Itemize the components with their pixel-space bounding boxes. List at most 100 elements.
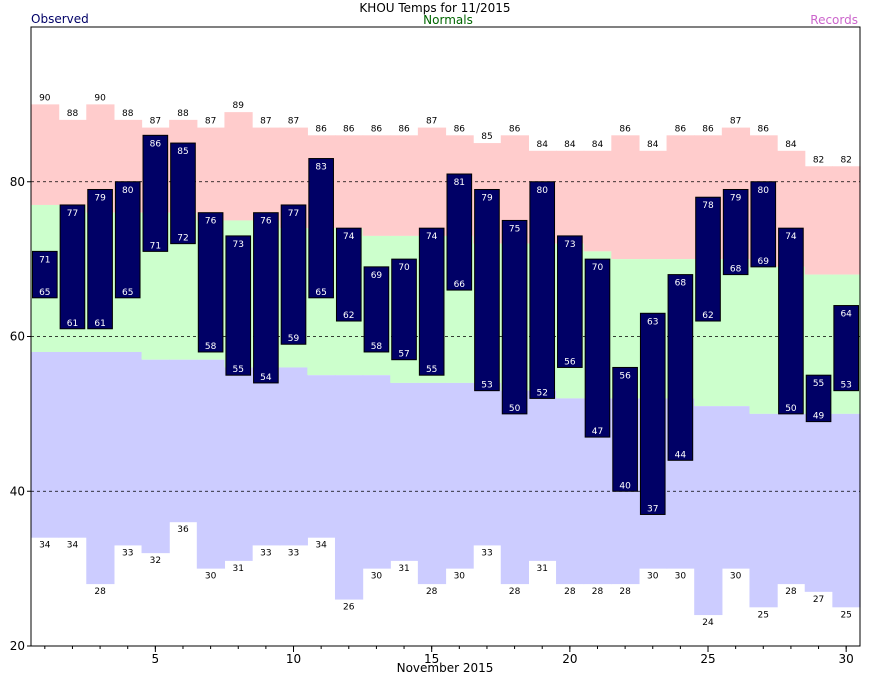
record-low-label: 34 bbox=[315, 541, 327, 551]
record-low-label: 30 bbox=[730, 572, 742, 582]
observed-low-label: 59 bbox=[288, 334, 300, 344]
observed-bar bbox=[584, 258, 611, 438]
observed-high-label: 83 bbox=[315, 163, 326, 173]
observed-high-label: 75 bbox=[509, 224, 520, 234]
observed-high-label: 77 bbox=[67, 209, 78, 219]
observed-high-label: 86 bbox=[150, 139, 162, 149]
record-high-band bbox=[224, 112, 253, 221]
observed-low-label: 55 bbox=[426, 365, 437, 375]
observed-bar bbox=[114, 181, 141, 299]
observed-bar bbox=[253, 212, 279, 384]
record-high-band bbox=[390, 135, 419, 236]
observed-high-label: 74 bbox=[426, 232, 438, 242]
record-high-label: 84 bbox=[536, 140, 548, 150]
observed-low-label: 58 bbox=[371, 342, 383, 352]
observed-high-label: 56 bbox=[619, 371, 631, 381]
observed-high-label: 74 bbox=[343, 232, 355, 242]
observed-low-label: 69 bbox=[758, 257, 770, 267]
record-high-label: 86 bbox=[398, 124, 410, 134]
observed-bar bbox=[778, 227, 804, 415]
observed-bar bbox=[335, 227, 362, 322]
record-low-band bbox=[804, 413, 833, 592]
record-low-label: 33 bbox=[260, 548, 271, 558]
observed-bar bbox=[32, 250, 58, 299]
record-low-label: 28 bbox=[509, 587, 521, 597]
observed-bar bbox=[833, 305, 859, 392]
observed-high-label: 74 bbox=[785, 232, 797, 242]
normal-band bbox=[749, 266, 778, 414]
record-low-label: 24 bbox=[702, 618, 714, 628]
observed-low-label: 52 bbox=[536, 388, 547, 398]
observed-low-label: 72 bbox=[177, 234, 188, 244]
observed-low-label: 40 bbox=[619, 481, 631, 491]
record-low-label: 30 bbox=[371, 572, 383, 582]
record-low-band bbox=[86, 351, 115, 585]
record-low-label: 28 bbox=[94, 587, 106, 597]
record-high-label: 86 bbox=[619, 124, 631, 134]
record-low-label: 30 bbox=[675, 572, 687, 582]
observed-low-label: 53 bbox=[481, 381, 492, 391]
plot-area: 90 34 88 34 90 28 88 33 87 32 88 36 87 30 89 31 87 33 87 33… bbox=[10, 26, 861, 666]
observed-bar bbox=[501, 219, 528, 415]
observed-low-label: 62 bbox=[702, 311, 713, 321]
observed-low-label: 62 bbox=[343, 311, 354, 321]
record-high-band bbox=[58, 119, 87, 205]
observed-low-label: 66 bbox=[454, 280, 466, 290]
record-high-label: 86 bbox=[454, 124, 466, 134]
observed-high-label: 78 bbox=[702, 201, 714, 211]
record-low-label: 25 bbox=[840, 610, 851, 620]
observed-bar bbox=[722, 188, 749, 276]
observed-low-label: 65 bbox=[122, 288, 133, 298]
observed-low-label: 37 bbox=[647, 504, 658, 514]
observed-low-label: 57 bbox=[398, 350, 409, 360]
record-low-label: 28 bbox=[426, 587, 438, 597]
observed-bar bbox=[667, 274, 694, 461]
observed-low-label: 44 bbox=[675, 450, 687, 460]
observed-high-label: 73 bbox=[233, 240, 244, 250]
observed-bar bbox=[529, 181, 556, 399]
record-low-label: 28 bbox=[564, 587, 576, 597]
record-low-band bbox=[473, 382, 502, 546]
record-high-label: 86 bbox=[675, 124, 687, 134]
observed-low-label: 58 bbox=[205, 342, 217, 352]
observed-bar bbox=[557, 235, 583, 368]
observed-bar bbox=[750, 181, 777, 268]
record-high-label: 86 bbox=[343, 124, 355, 134]
observed-high-label: 69 bbox=[371, 271, 383, 281]
record-low-band bbox=[694, 406, 723, 616]
normal-band bbox=[721, 259, 751, 407]
record-low-label: 31 bbox=[233, 564, 244, 574]
legend-records: Records bbox=[810, 13, 858, 27]
record-low-band bbox=[528, 390, 557, 561]
record-high-label: 86 bbox=[315, 124, 327, 134]
record-high-label: 86 bbox=[509, 124, 521, 134]
record-high-label: 89 bbox=[233, 101, 245, 111]
x-tick-label: 20 bbox=[562, 652, 577, 666]
record-low-label: 34 bbox=[39, 541, 51, 551]
observed-low-label: 65 bbox=[39, 288, 50, 298]
record-low-label: 31 bbox=[536, 564, 547, 574]
observed-high-label: 79 bbox=[730, 193, 742, 203]
record-high-label: 88 bbox=[67, 109, 79, 119]
record-high-label: 90 bbox=[39, 93, 51, 103]
y-tick-label: 80 bbox=[10, 175, 25, 189]
record-low-band bbox=[390, 382, 419, 561]
record-high-label: 86 bbox=[702, 124, 714, 134]
record-low-band bbox=[307, 375, 336, 538]
record-low-label: 26 bbox=[343, 603, 355, 613]
x-tick-label: 30 bbox=[839, 652, 854, 666]
record-low-label: 36 bbox=[177, 525, 189, 535]
record-high-label: 87 bbox=[288, 117, 299, 127]
x-tick-label: 15 bbox=[424, 652, 439, 666]
observed-low-label: 61 bbox=[94, 319, 105, 329]
observed-high-label: 76 bbox=[260, 217, 272, 227]
observed-high-label: 81 bbox=[454, 178, 465, 188]
record-high-label: 84 bbox=[647, 140, 659, 150]
observed-low-label: 55 bbox=[233, 365, 244, 375]
observed-high-label: 73 bbox=[564, 240, 575, 250]
record-high-band bbox=[556, 150, 585, 244]
observed-bar bbox=[446, 173, 473, 291]
observed-low-label: 56 bbox=[564, 357, 576, 367]
observed-low-label: 47 bbox=[592, 427, 603, 437]
x-tick-label: 5 bbox=[152, 652, 160, 666]
